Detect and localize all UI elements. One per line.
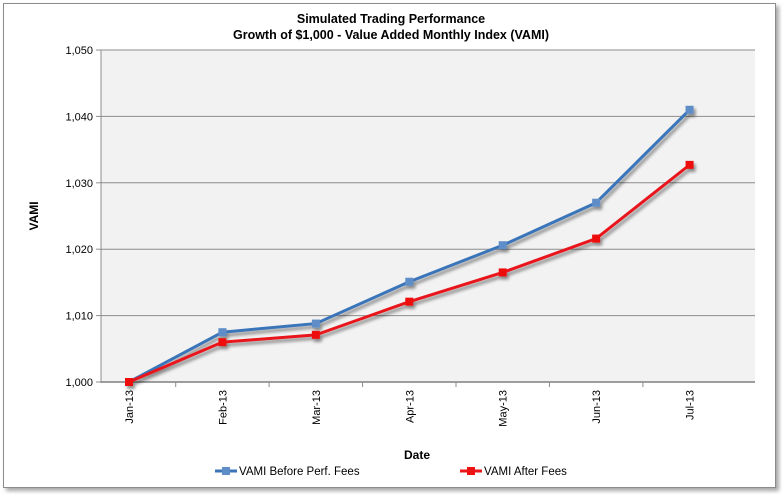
legend-label: VAMI After Fees <box>484 466 567 478</box>
plot-area <box>101 50 755 382</box>
legend-marker-icon <box>467 467 475 475</box>
data-point[interactable] <box>685 160 694 169</box>
chart-title: Simulated Trading Performance <box>296 12 486 26</box>
data-point[interactable] <box>405 297 414 306</box>
x-tick-label: Mar-13 <box>311 390 323 425</box>
series-before-fees <box>125 105 694 386</box>
data-point[interactable] <box>218 338 227 347</box>
x-tick-label: May-13 <box>498 390 510 427</box>
x-tick-label: Feb-13 <box>217 390 229 425</box>
x-tick-label: Apr-13 <box>404 390 416 423</box>
y-axis-title: VAMI <box>27 201 41 230</box>
data-point[interactable] <box>311 330 320 339</box>
x-axis-title: Date <box>404 448 430 462</box>
x-tick-label: Jul-13 <box>685 390 697 420</box>
data-point[interactable] <box>592 234 601 243</box>
data-point[interactable] <box>311 319 320 328</box>
x-tick-label: Jun-13 <box>591 390 603 424</box>
chart-subtitle: Growth of $1,000 - Value Added Monthly I… <box>232 28 549 42</box>
data-point[interactable] <box>685 105 694 114</box>
legend-item[interactable]: VAMI Before Perf. Fees <box>215 466 360 478</box>
data-point[interactable] <box>125 378 133 386</box>
x-tick-label: Jan-13 <box>124 390 136 424</box>
data-point[interactable] <box>405 277 414 286</box>
legend-marker-icon <box>222 467 230 475</box>
y-tick-label: 1,050 <box>65 45 93 57</box>
y-tick-label: 1,000 <box>65 377 93 389</box>
data-point[interactable] <box>498 241 507 250</box>
y-tick-label: 1,010 <box>65 311 93 323</box>
chart-title-block: Simulated Trading Performance Growth of … <box>0 11 782 43</box>
data-point[interactable] <box>498 268 507 277</box>
y-tick-label: 1,030 <box>65 178 93 190</box>
legend-label: VAMI Before Perf. Fees <box>239 466 360 478</box>
legend: VAMI Before Perf. Fees VAMI After Fees <box>215 466 567 478</box>
data-point[interactable] <box>218 328 227 337</box>
legend-item[interactable]: VAMI After Fees <box>460 466 567 478</box>
data-point[interactable] <box>592 198 601 207</box>
y-tick-label: 1,040 <box>65 111 93 123</box>
y-tick-label: 1,020 <box>65 244 93 256</box>
series-after-fees <box>125 160 694 386</box>
